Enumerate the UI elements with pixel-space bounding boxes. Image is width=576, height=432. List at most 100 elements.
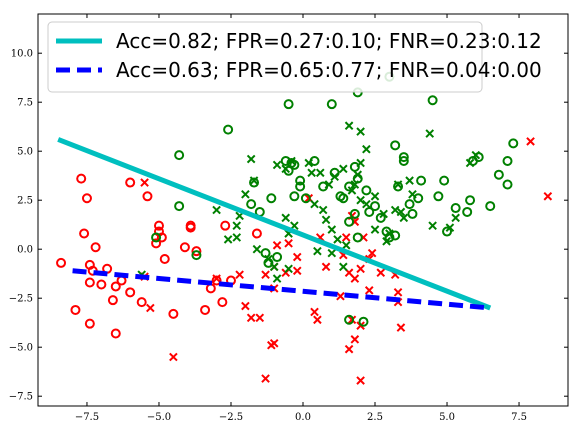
circle-point <box>136 297 147 308</box>
x-point <box>471 150 481 160</box>
x-point <box>287 156 296 166</box>
x-point <box>232 221 242 230</box>
x-point <box>393 288 403 297</box>
x-point <box>246 313 256 323</box>
x-point <box>269 338 279 348</box>
circle-point <box>493 169 504 180</box>
circle-point <box>96 279 107 290</box>
circle-point <box>76 173 87 184</box>
circle-point <box>407 208 418 219</box>
circle-point <box>174 150 185 161</box>
x-point <box>252 244 262 254</box>
x-point <box>370 191 380 201</box>
x-point <box>284 239 293 248</box>
x-point <box>367 248 377 258</box>
circle-point <box>361 185 372 196</box>
circle-point <box>151 238 162 249</box>
circle-point <box>358 316 369 327</box>
circle-point <box>266 193 277 204</box>
legend: Acc=0.82; FPR=0.27:0.10; FNR=0.23:0.12 A… <box>47 21 542 93</box>
x-point <box>327 225 337 234</box>
circle-point <box>142 191 153 202</box>
x-point <box>284 264 293 274</box>
legend-label-2: Acc=0.63; FPR=0.65:0.77; FNR=0.04:0.00 <box>116 58 542 82</box>
x-point <box>212 205 221 215</box>
circle-point <box>390 140 401 151</box>
x-point <box>376 268 386 278</box>
circle-point <box>462 206 473 217</box>
x-tick-label: −2.5 <box>219 412 243 423</box>
circle-point <box>375 212 386 223</box>
circle-point <box>110 328 121 339</box>
x-point <box>344 121 354 131</box>
x-point <box>223 235 233 244</box>
x-point <box>249 176 259 185</box>
x-point <box>261 270 270 279</box>
circle-point <box>349 208 360 219</box>
x-point <box>313 315 322 325</box>
circle-point <box>168 308 179 319</box>
x-point <box>321 215 331 225</box>
x-point <box>408 190 417 199</box>
circle-point <box>185 220 196 231</box>
x-point <box>146 303 155 313</box>
circle-point <box>90 242 101 253</box>
circle-point <box>191 250 202 261</box>
circle-point <box>107 295 118 306</box>
x-point <box>445 223 455 232</box>
x-point <box>379 209 388 219</box>
y-tick-label: 10.0 <box>11 49 33 60</box>
y-tick-label: 2.5 <box>17 196 33 207</box>
x-point <box>330 172 339 181</box>
circle-point <box>174 201 185 212</box>
x-point <box>339 262 348 272</box>
x-point <box>272 240 282 250</box>
circle-point <box>413 193 424 204</box>
x-point <box>347 315 357 325</box>
circle-point <box>179 242 190 253</box>
x-point <box>318 205 328 215</box>
circle-point <box>508 138 519 149</box>
circle-point <box>153 220 164 231</box>
x-point <box>241 190 250 199</box>
circle-point <box>326 99 337 110</box>
x-point <box>235 270 244 279</box>
legend-label-1: Acc=0.82; FPR=0.27:0.10; FNR=0.23:0.12 <box>116 29 542 53</box>
legend-box <box>47 21 483 93</box>
x-point <box>241 301 250 311</box>
y-tick-label: 0.0 <box>17 245 33 256</box>
x-point <box>370 225 380 234</box>
classifier-lines <box>57 137 492 311</box>
circle-point <box>416 175 427 186</box>
data-marks <box>56 71 553 385</box>
circle-point <box>125 287 136 298</box>
circle-point <box>81 193 92 204</box>
x-point <box>246 154 256 164</box>
x-point <box>428 221 437 230</box>
x-point <box>396 207 406 217</box>
x-point <box>465 158 475 168</box>
circle-point <box>300 193 311 204</box>
x-tick-label: 0.0 <box>295 412 311 423</box>
x-point <box>292 252 302 262</box>
x-point <box>353 170 363 180</box>
x-point <box>321 262 331 272</box>
x-point <box>341 233 351 242</box>
x-point <box>304 158 314 168</box>
x-point <box>269 262 279 272</box>
x-point <box>264 254 273 264</box>
x-point <box>356 127 365 136</box>
dashed-line <box>72 268 491 311</box>
x-point <box>281 213 291 223</box>
x-point <box>339 164 348 174</box>
x-point <box>310 307 319 317</box>
circle-point <box>335 191 346 202</box>
x-point <box>169 352 178 362</box>
x-point <box>255 313 265 323</box>
x-point <box>140 178 149 187</box>
x-point <box>272 274 282 283</box>
circle-point <box>370 201 381 212</box>
circle-point <box>344 314 355 325</box>
circle-point <box>249 177 260 188</box>
circle-point <box>272 252 283 263</box>
